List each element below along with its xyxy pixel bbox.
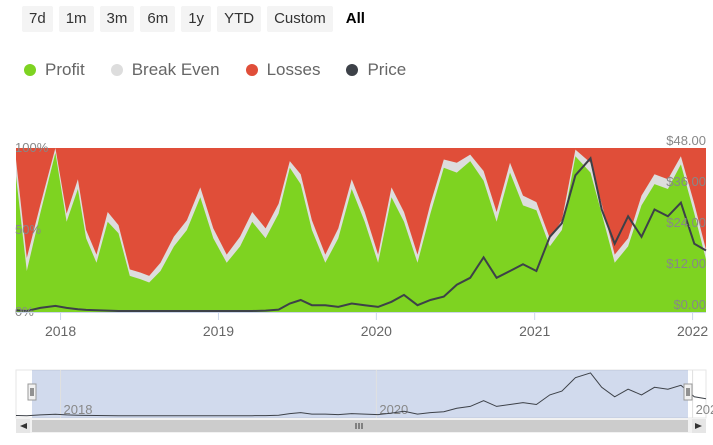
y-right-tick-label: $24.00 <box>666 215 706 230</box>
y-axis-left: 0% 50% 100% <box>15 140 49 319</box>
x-tick-label: 2019 <box>203 323 234 339</box>
y-right-tick-label: $48.00 <box>666 133 706 148</box>
range-button-custom[interactable]: Custom <box>267 6 333 32</box>
legend-label: Break Even <box>131 60 220 79</box>
range-button-1y[interactable]: 1y <box>181 6 212 32</box>
navigator[interactable]: 2018 2020 2022 <box>15 369 713 433</box>
legend-item-losses[interactable]: Losses <box>245 60 321 80</box>
range-button-all[interactable]: All <box>345 10 365 27</box>
arrow-right-icon <box>695 423 702 429</box>
legend-item-profit[interactable]: Profit <box>24 60 85 80</box>
range-button-ytd[interactable]: YTD <box>217 6 262 32</box>
range-button-7d[interactable]: 7d <box>22 6 53 32</box>
navigator-background <box>15 369 707 419</box>
navigator-handle-left[interactable] <box>27 383 37 401</box>
y-right-tick-label: $12.00 <box>666 256 706 271</box>
y-left-tick-label: 50% <box>15 222 41 237</box>
y-axis-right: $0.00 $12.00 $24.00 $36.00 $48.00 <box>666 133 706 312</box>
navigator-handle-right[interactable] <box>683 383 693 401</box>
legend-dot-icon <box>346 64 359 76</box>
main-plot <box>15 148 707 313</box>
x-tick-label: 2018 <box>45 323 76 339</box>
navigator-selection[interactable] <box>32 370 688 418</box>
navigator-price-line <box>15 372 707 417</box>
range-button-1m[interactable]: 1m <box>58 6 94 32</box>
legend-label: Price <box>367 60 407 79</box>
x-axis: 2018 2019 2020 2021 2022 <box>16 312 708 339</box>
arrow-left-icon <box>20 423 27 429</box>
chart-legend: Profit Break Even Losses Price <box>24 60 406 80</box>
legend-item-price[interactable]: Price <box>346 60 406 80</box>
series-profit <box>16 152 706 312</box>
range-button-3m[interactable]: 3m <box>99 6 135 32</box>
series-price <box>15 156 707 313</box>
navigator-label: 2018 <box>64 402 93 417</box>
y-right-tick-label: $0.00 <box>673 297 706 312</box>
y-right-tick-label: $36.00 <box>666 174 706 189</box>
legend-label: Losses <box>266 60 321 79</box>
navigator-label: 2020 <box>379 402 408 417</box>
y-left-tick-label: 100% <box>15 140 49 155</box>
y-left-tick-label: 0% <box>15 304 34 319</box>
x-tick-label: 2020 <box>361 323 392 339</box>
legend-item-break-even[interactable]: Break Even <box>110 60 220 80</box>
navigator-label: 2022 <box>696 402 713 417</box>
range-button-6m[interactable]: 6m <box>140 6 176 32</box>
range-selector: 7d 1m 3m 6m 1y YTD Custom All <box>22 6 372 32</box>
x-tick-label: 2021 <box>519 323 550 339</box>
scrollbar-thumb[interactable] <box>32 420 688 432</box>
legend-dot-icon <box>245 64 258 76</box>
legend-label: Profit <box>45 60 85 79</box>
legend-dot-icon <box>24 64 36 76</box>
x-tick-label: 2022 <box>677 323 708 339</box>
legend-dot-icon <box>110 64 123 76</box>
